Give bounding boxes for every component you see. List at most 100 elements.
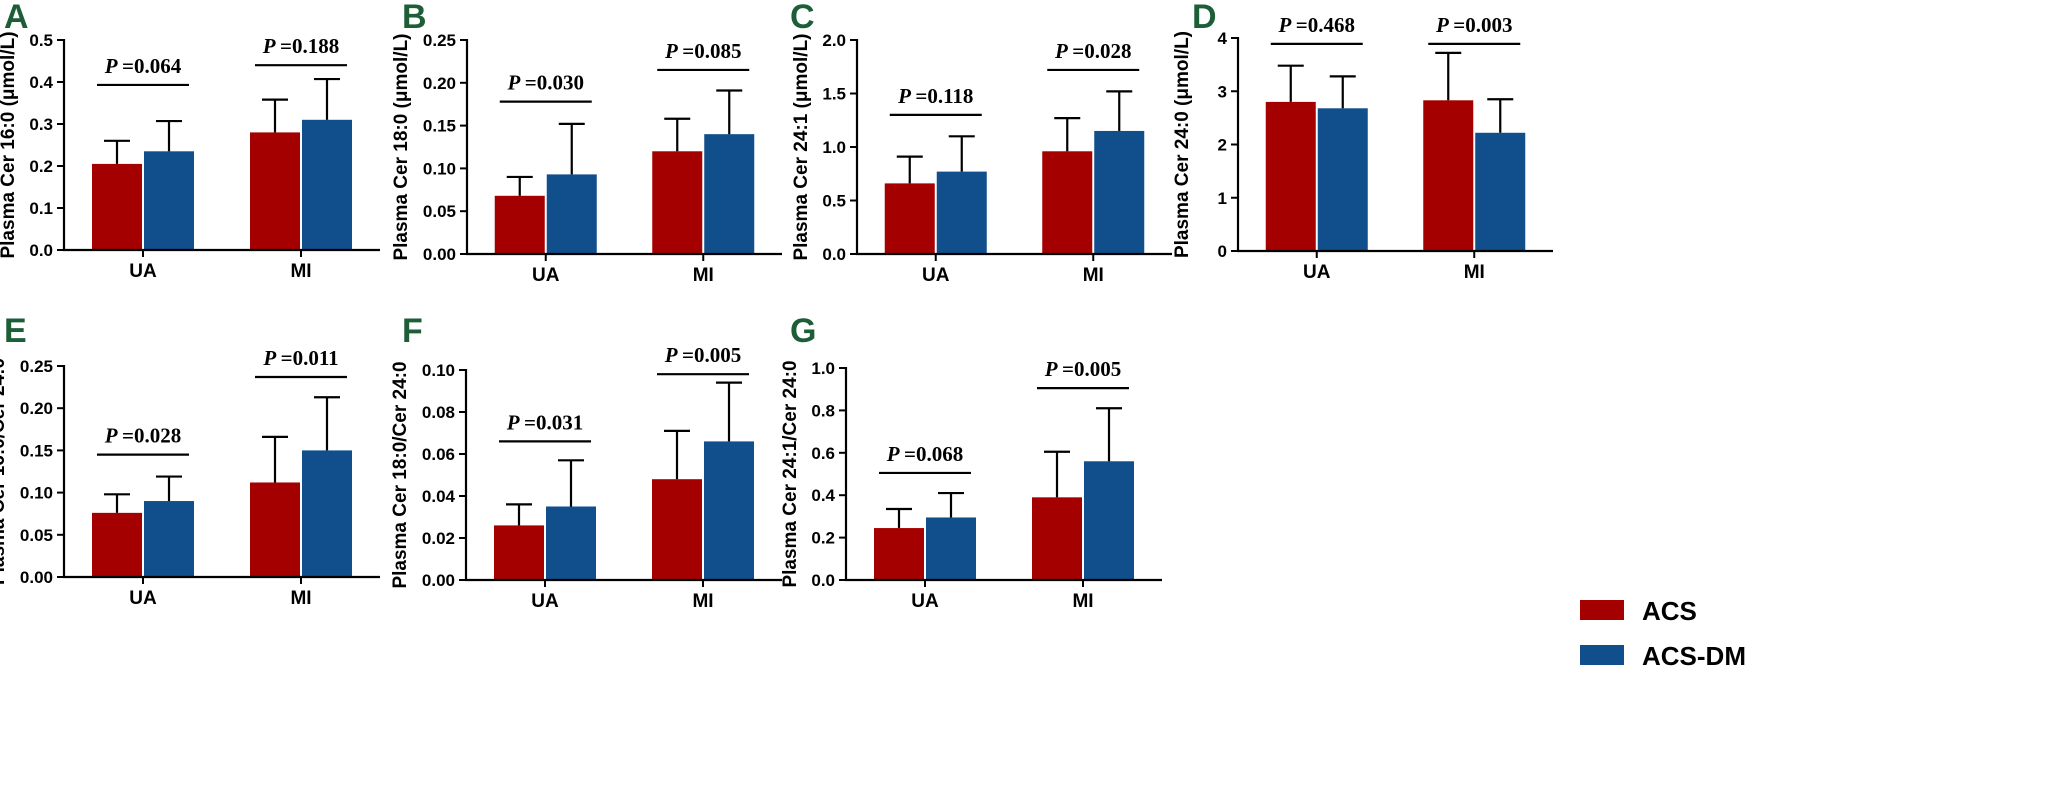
bar-acs-mi: [1042, 151, 1093, 254]
panel-letter: F: [402, 312, 423, 350]
y-tick-label: 0.05: [423, 202, 456, 221]
p-value-ua: P =0.030: [506, 71, 584, 95]
bar-acs-mi: [652, 479, 702, 580]
y-tick-label: 0.0: [29, 241, 53, 260]
x-tick-label-mi: MI: [290, 588, 311, 609]
y-tick-label: 2: [1218, 136, 1227, 155]
y-tick-label: 4: [1218, 29, 1228, 48]
y-tick-label: 0.2: [811, 529, 835, 548]
y-tick-label: 0.10: [422, 361, 455, 380]
y-tick-label: 0: [1218, 242, 1227, 261]
panel-letter: A: [4, 0, 29, 36]
legend-label-acs: ACS: [1642, 596, 1697, 626]
y-tick-label: 1.5: [822, 85, 846, 104]
bar-acs-mi: [250, 482, 300, 577]
bar-acs-dm-mi: [302, 450, 352, 577]
y-tick-label: 0.00: [422, 571, 455, 590]
bar-acs-ua: [494, 525, 544, 580]
y-tick-label: 0.2: [29, 157, 53, 176]
y-tick-label: 0.04: [422, 487, 456, 506]
p-value-mi: P =0.005: [1044, 357, 1122, 381]
panels: A UA P =0.064 MI P =0.188 0.0 0.1 0.2 0.3 0.4 0.5 P…: [0, 0, 1553, 612]
y-axis-label: Plasma Cer 16:0 (μmol/L): [0, 31, 19, 258]
y-tick-label: 0.05: [20, 526, 53, 545]
p-value-mi: P =0.011: [262, 346, 338, 370]
p-value-mi: P =0.028: [1054, 39, 1132, 63]
x-tick-label-ua: UA: [532, 265, 560, 286]
x-tick-label-mi: MI: [1072, 591, 1093, 612]
bar-acs-dm-ua: [926, 517, 976, 580]
x-tick-label-ua: UA: [911, 591, 939, 612]
y-tick-label: 0.00: [20, 568, 53, 587]
y-axis-label: Plasma Cer 18:0 (μmol/L): [391, 33, 412, 260]
panel-e: E UA P =0.028 MI P =0.011 0.00 0.05 0.10 0.15 0.2…: [0, 312, 380, 609]
y-tick-label: 0.1: [29, 199, 53, 218]
p-value-mi: P =0.005: [664, 343, 742, 367]
y-tick-label: 2.0: [822, 31, 846, 50]
y-axis-label: Plasma Cer 18:0/Cer 24:0: [390, 361, 411, 588]
y-tick-label: 0.02: [422, 529, 455, 548]
x-tick-label-ua: UA: [1303, 262, 1331, 283]
legend: ACS ACS-DM: [1580, 596, 1746, 671]
y-tick-label: 0.5: [822, 192, 846, 211]
y-tick-label: 0.8: [811, 401, 835, 420]
p-value-ua: P =0.468: [1277, 13, 1355, 37]
panel-c: C UA P =0.118 MI P =0.028 0.0 0.5 1.0 1.5 2.0 Plas…: [790, 0, 1172, 286]
y-tick-label: 0.0: [822, 245, 846, 264]
panel-letter: E: [4, 312, 27, 350]
y-axis-label: Plasma Cer 16:0/Cer 24:0: [0, 358, 9, 585]
x-tick-label-ua: UA: [922, 265, 950, 286]
y-tick-label: 0.10: [423, 159, 456, 178]
bar-acs-dm-ua: [936, 171, 987, 254]
y-tick-label: 0.15: [20, 441, 53, 460]
p-value-ua: P =0.068: [886, 442, 964, 466]
bar-acs-dm-ua: [144, 501, 194, 577]
panel-a: A UA P =0.064 MI P =0.188 0.0 0.1 0.2 0.3 0.4 0.5 P…: [0, 0, 380, 282]
panel-letter: G: [790, 312, 816, 350]
y-tick-label: 0.10: [20, 484, 53, 503]
bar-acs-dm-mi: [1475, 132, 1526, 251]
x-tick-label-mi: MI: [1464, 262, 1485, 283]
p-value-mi: P =0.003: [1435, 13, 1513, 37]
y-axis-label: Plasma Cer 24:0 (μmol/L): [1172, 31, 1193, 258]
y-tick-label: 0.3: [29, 115, 53, 134]
y-axis-label: Plasma Cer 24:1/Cer 24:0: [780, 360, 801, 587]
bar-acs-dm-mi: [302, 119, 352, 250]
x-tick-label-mi: MI: [290, 261, 311, 282]
bar-acs-dm-mi: [704, 441, 754, 580]
bar-acs-dm-mi: [1094, 130, 1145, 254]
y-tick-label: 0.00: [423, 245, 456, 264]
bar-acs-ua: [494, 195, 545, 254]
y-tick-label: 0.4: [811, 486, 835, 505]
x-tick-label-mi: MI: [692, 591, 713, 612]
bar-acs-dm-ua: [546, 174, 597, 254]
y-tick-label: 3: [1218, 82, 1227, 101]
y-tick-label: 1.0: [811, 359, 835, 378]
bar-acs-dm-ua: [1317, 108, 1368, 251]
p-value-mi: P =0.085: [664, 39, 742, 63]
x-tick-label-ua: UA: [129, 261, 157, 282]
y-tick-label: 0.5: [29, 31, 53, 50]
y-tick-label: 1.0: [822, 138, 846, 157]
bar-acs-mi: [250, 132, 300, 250]
legend-swatch-acs: [1580, 600, 1624, 620]
panel-d: D UA P =0.468 MI P =0.003 0 1 2 3 4 Plasma Cer 24:…: [1172, 0, 1553, 283]
bar-acs-ua: [1265, 101, 1316, 252]
y-tick-label: 0.20: [423, 74, 456, 93]
legend-swatch-acs-dm: [1580, 645, 1624, 665]
p-value-ua: P =0.118: [897, 84, 973, 108]
panel-letter: D: [1192, 0, 1217, 36]
bar-acs-dm-ua: [144, 151, 194, 250]
y-tick-label: 0.6: [811, 444, 835, 463]
x-tick-label-mi: MI: [1083, 265, 1104, 286]
panel-g: G UA P =0.068 MI P =0.005 0.0 0.2 0.4 0.6 0.8 1.0 P…: [780, 312, 1162, 612]
y-tick-label: 1: [1218, 189, 1227, 208]
bar-acs-ua: [92, 512, 142, 577]
y-tick-label: 0.08: [422, 403, 455, 422]
panel-letter: B: [402, 0, 427, 36]
y-tick-label: 0.25: [423, 31, 456, 50]
x-tick-label-ua: UA: [531, 591, 559, 612]
p-value-ua: P =0.031: [506, 410, 584, 434]
panel-b: B UA P =0.030 MI P =0.085 0.00 0.05 0.10 0.15 0.2…: [391, 0, 782, 286]
